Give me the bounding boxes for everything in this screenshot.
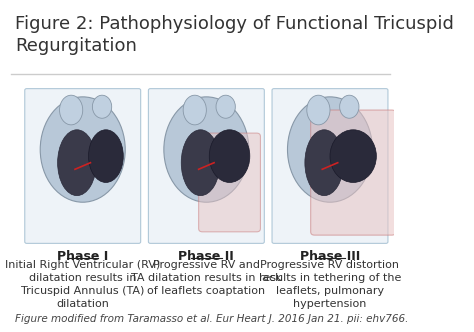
Text: Initial Right Ventricular (RV)
dilatation results in
Tricuspid Annulus (TA)
dila: Initial Right Ventricular (RV) dilatatio… [5, 260, 160, 309]
Ellipse shape [40, 97, 125, 202]
FancyBboxPatch shape [310, 110, 396, 235]
FancyBboxPatch shape [25, 89, 141, 243]
Ellipse shape [183, 95, 206, 125]
FancyBboxPatch shape [272, 89, 388, 243]
Ellipse shape [288, 97, 373, 202]
Ellipse shape [164, 97, 249, 202]
Text: Phase III: Phase III [300, 250, 360, 263]
Ellipse shape [181, 130, 220, 196]
Ellipse shape [305, 130, 344, 196]
Ellipse shape [340, 95, 359, 118]
Text: Progressive RV and
TA dilatation results in lack
of leaflets coaptation: Progressive RV and TA dilatation results… [131, 260, 282, 296]
Ellipse shape [58, 130, 96, 196]
Text: Progressive RV distortion
results in tethering of the
leaflets, pulmonary
hypert: Progressive RV distortion results in tet… [259, 260, 401, 309]
Ellipse shape [209, 130, 250, 183]
Ellipse shape [307, 95, 330, 125]
Text: Phase I: Phase I [57, 250, 109, 263]
Text: Figure 2: Pathophysiology of Functional Tricuspid
Regurgitation: Figure 2: Pathophysiology of Functional … [15, 15, 454, 55]
FancyBboxPatch shape [148, 89, 264, 243]
Ellipse shape [60, 95, 83, 125]
Ellipse shape [330, 130, 376, 183]
Ellipse shape [92, 95, 112, 118]
FancyBboxPatch shape [199, 133, 260, 232]
Ellipse shape [216, 95, 235, 118]
Text: Phase II: Phase II [179, 250, 234, 263]
Ellipse shape [89, 130, 123, 183]
Text: Figure modified from Taramasso et al. Eur Heart J. 2016 Jan 21. pii: ehv766.: Figure modified from Taramasso et al. Eu… [15, 314, 409, 324]
